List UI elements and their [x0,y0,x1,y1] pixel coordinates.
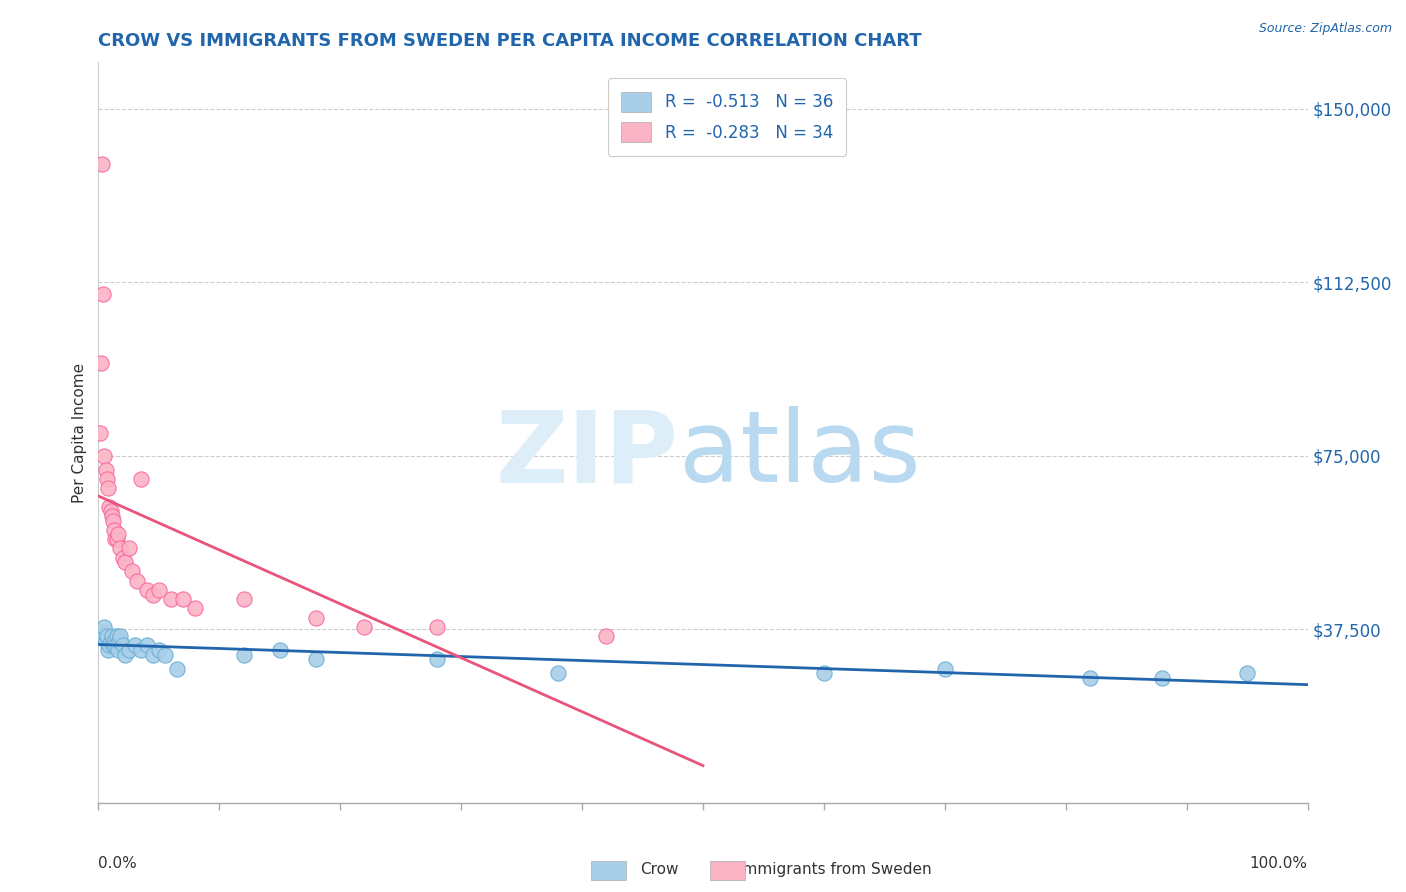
Y-axis label: Per Capita Income: Per Capita Income [72,362,87,503]
Point [148,643,170,657]
Point [105,532,128,546]
Point [135,639,157,653]
Text: atlas: atlas [679,407,921,503]
Point [1152,671,1174,685]
Point [107,527,129,541]
Text: 100.0%: 100.0% [1250,856,1308,871]
Point [305,652,328,666]
Point [107,643,129,657]
Point [94,633,117,648]
Point [595,629,617,643]
Text: ZIP: ZIP [496,407,679,503]
Point [91,629,114,643]
Point [142,588,165,602]
Point [127,574,149,588]
Point [813,666,835,681]
Point [114,648,136,662]
Point [148,582,170,597]
Text: Source: ZipAtlas.com: Source: ZipAtlas.com [1258,22,1392,36]
Point [1236,666,1258,681]
Point [98,639,121,653]
Point [90,356,112,370]
Point [98,500,121,514]
Point [89,425,111,440]
Point [269,643,291,657]
Point [96,472,118,486]
Point [104,639,127,653]
Point [172,592,194,607]
Point [142,648,165,662]
Point [103,633,125,648]
Point [118,541,141,556]
Point [108,633,131,648]
Point [100,629,122,643]
Point [184,601,207,615]
Point [305,610,328,624]
Text: CROW VS IMMIGRANTS FROM SWEDEN PER CAPITA INCOME CORRELATION CHART: CROW VS IMMIGRANTS FROM SWEDEN PER CAPIT… [98,32,922,50]
Text: Immigrants from Sweden: Immigrants from Sweden [738,863,932,877]
Point [101,639,124,653]
Point [100,633,122,648]
Point [547,666,569,681]
Point [93,620,115,634]
Point [100,508,122,523]
Point [111,550,134,565]
Point [426,620,449,634]
Point [108,629,131,643]
Point [129,643,152,657]
Point [105,629,128,643]
Point [94,462,117,476]
Point [934,662,956,676]
Point [103,523,125,537]
Point [353,620,375,634]
Point [153,648,176,662]
Point [135,582,157,597]
Point [93,449,115,463]
Point [124,639,146,653]
Point [121,565,143,579]
Point [426,652,449,666]
Point [97,643,120,657]
Point [108,541,131,556]
Point [232,648,254,662]
Point [166,662,188,676]
Point [91,157,114,171]
Point [100,504,122,518]
Point [104,532,127,546]
Point [232,592,254,607]
Point [96,629,118,643]
Point [118,643,141,657]
Text: 0.0%: 0.0% [98,856,138,871]
Point [101,514,124,528]
Point [160,592,183,607]
Point [1078,671,1101,685]
Point [97,481,120,495]
Text: Crow: Crow [640,863,678,877]
Point [114,555,136,569]
Point [91,286,114,301]
Legend: R =  -0.513   N = 36, R =  -0.283   N = 34: R = -0.513 N = 36, R = -0.283 N = 34 [607,78,846,155]
Point [129,472,152,486]
Point [111,639,134,653]
Point [91,624,114,639]
